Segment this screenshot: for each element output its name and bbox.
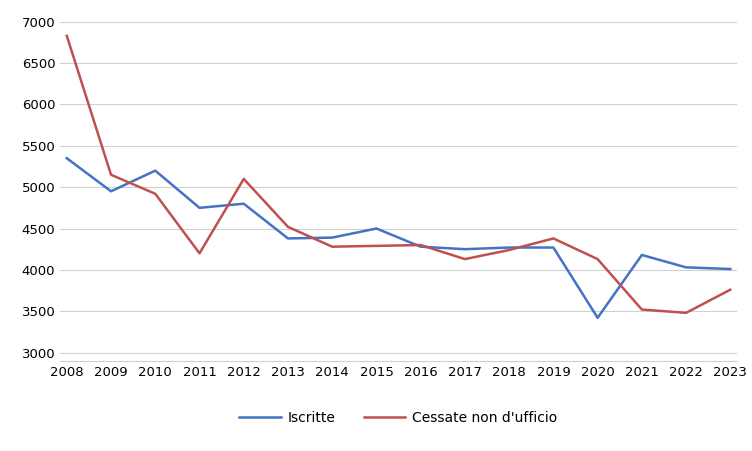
Cessate non d'ufficio: [284, 224, 293, 230]
Iscritte: [284, 236, 293, 241]
Iscritte: [195, 205, 204, 211]
Cessate non d'ufficio: [681, 310, 690, 316]
Iscritte: [460, 246, 469, 252]
Cessate non d'ufficio: [505, 247, 514, 253]
Iscritte: [681, 265, 690, 270]
Cessate non d'ufficio: [638, 307, 647, 312]
Line: Cessate non d'ufficio: Cessate non d'ufficio: [67, 36, 730, 313]
Iscritte: [505, 245, 514, 250]
Iscritte: [107, 189, 116, 194]
Iscritte: [549, 245, 558, 250]
Cessate non d'ufficio: [195, 251, 204, 256]
Cessate non d'ufficio: [372, 243, 381, 249]
Cessate non d'ufficio: [150, 191, 159, 197]
Cessate non d'ufficio: [416, 242, 425, 248]
Legend: Iscritte, Cessate non d'ufficio: Iscritte, Cessate non d'ufficio: [234, 405, 563, 430]
Iscritte: [726, 266, 735, 272]
Iscritte: [62, 156, 71, 161]
Cessate non d'ufficio: [726, 287, 735, 292]
Cessate non d'ufficio: [593, 256, 602, 262]
Cessate non d'ufficio: [239, 176, 248, 182]
Cessate non d'ufficio: [107, 172, 116, 177]
Iscritte: [416, 244, 425, 249]
Cessate non d'ufficio: [460, 256, 469, 262]
Cessate non d'ufficio: [549, 236, 558, 241]
Iscritte: [638, 252, 647, 258]
Iscritte: [328, 235, 337, 240]
Line: Iscritte: Iscritte: [67, 158, 730, 318]
Cessate non d'ufficio: [328, 244, 337, 249]
Iscritte: [150, 168, 159, 173]
Iscritte: [593, 315, 602, 321]
Iscritte: [372, 226, 381, 231]
Iscritte: [239, 201, 248, 207]
Cessate non d'ufficio: [62, 33, 71, 38]
